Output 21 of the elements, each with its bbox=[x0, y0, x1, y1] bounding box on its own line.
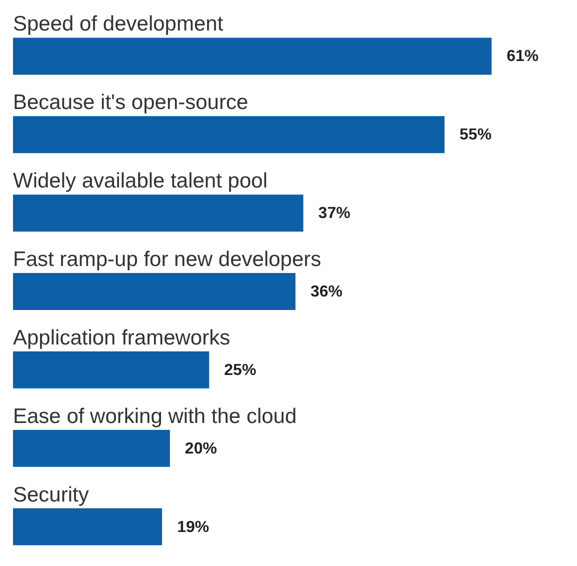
bar bbox=[13, 508, 162, 546]
y-tick-label: Speed of development bbox=[13, 12, 224, 36]
bar bbox=[13, 194, 304, 232]
y-tick-label: Ease of working with the cloud bbox=[13, 404, 297, 428]
y-tick-label: Security bbox=[13, 483, 90, 506]
bar bbox=[13, 116, 445, 154]
data-label: 61% bbox=[506, 48, 539, 66]
bar bbox=[13, 273, 296, 310]
bar bbox=[13, 430, 170, 467]
y-tick-label: Widely available talent pool bbox=[13, 170, 268, 193]
y-tick-label: Fast ramp-up for new developers bbox=[13, 248, 322, 271]
bar bbox=[13, 38, 492, 75]
data-label: 19% bbox=[177, 518, 210, 536]
data-label: 36% bbox=[310, 284, 342, 300]
data-label: 55% bbox=[460, 126, 492, 144]
data-label: 20% bbox=[184, 440, 217, 458]
data-label: 37% bbox=[318, 205, 350, 222]
data-label: 25% bbox=[224, 362, 256, 379]
y-tick-label: Application frameworks bbox=[13, 326, 230, 350]
bar bbox=[13, 351, 210, 388]
y-tick-label: Because it's open-source bbox=[13, 91, 248, 114]
